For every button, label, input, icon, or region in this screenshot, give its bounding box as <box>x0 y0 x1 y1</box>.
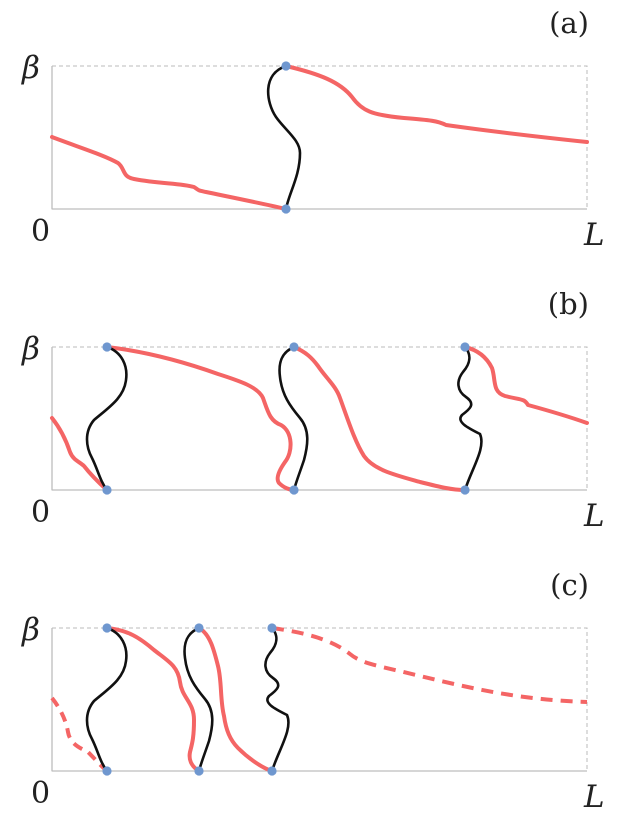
panel-c-zero-label: 0 <box>31 776 50 811</box>
panel-c-node-top-3 <box>267 623 277 633</box>
panel-c-frame <box>51 627 588 772</box>
panel-a-node-top <box>281 61 291 71</box>
panel-c-red-dashed-right <box>271 626 588 704</box>
panel-b: (b) β 0 L <box>21 287 605 534</box>
panel-c-node-top-1 <box>102 623 112 633</box>
panel-c-node-bottom-2 <box>194 766 204 776</box>
panel-a-zero-label: 0 <box>31 214 50 249</box>
panel-c-L-label: L <box>583 779 605 815</box>
panel-a-L-label: L <box>583 217 605 253</box>
panel-b-node-bottom-2 <box>289 485 299 495</box>
panel-b-black-curve-2 <box>278 345 309 492</box>
panel-b-black-curve-3 <box>457 345 483 492</box>
panel-b-red-curve-4 <box>463 345 589 425</box>
panel-b-red-curve-3 <box>292 345 467 492</box>
panel-a-frame <box>51 65 588 210</box>
panel-c-black-curve-3 <box>264 626 290 773</box>
panel-b-node-bottom-3 <box>460 485 470 495</box>
panel-a-black-curve <box>266 64 302 211</box>
panel-c-node-bottom-3 <box>267 766 277 776</box>
panel-a-node-bottom <box>281 204 291 214</box>
panel-a-red-curve-left <box>50 135 288 211</box>
panel-c-red-curve-2 <box>197 626 274 773</box>
panel-b-label: (b) <box>548 287 589 321</box>
panel-c-red-dashed-left <box>50 696 109 773</box>
panel-b-node-top-1 <box>102 342 112 352</box>
panel-c-red-curve-1 <box>105 626 201 773</box>
panel-a-label: (a) <box>549 6 589 40</box>
panel-c: (c) β 0 L <box>21 568 605 815</box>
panel-c-beta-label: β <box>21 612 40 648</box>
panel-b-beta-label: β <box>21 331 40 367</box>
panel-b-node-top-3 <box>460 342 470 352</box>
panel-c-black-curve-1 <box>85 626 128 773</box>
panel-b-zero-label: 0 <box>31 495 50 530</box>
panel-c-label: (c) <box>550 568 589 602</box>
panel-c-black-curve-2 <box>183 626 214 773</box>
panel-b-node-top-2 <box>289 342 299 352</box>
panel-b-red-curve-2 <box>105 345 296 492</box>
panel-a: (a) β 0 L <box>21 6 605 253</box>
panel-c-node-bottom-1 <box>102 766 112 776</box>
panel-b-red-curve-1 <box>50 416 109 492</box>
panel-b-L-label: L <box>583 498 605 534</box>
panel-b-black-curve-1 <box>85 345 128 492</box>
panel-a-beta-label: β <box>21 50 40 86</box>
panel-c-node-top-2 <box>194 623 204 633</box>
panel-b-node-bottom-1 <box>102 485 112 495</box>
panel-a-red-curve-right <box>284 64 589 144</box>
